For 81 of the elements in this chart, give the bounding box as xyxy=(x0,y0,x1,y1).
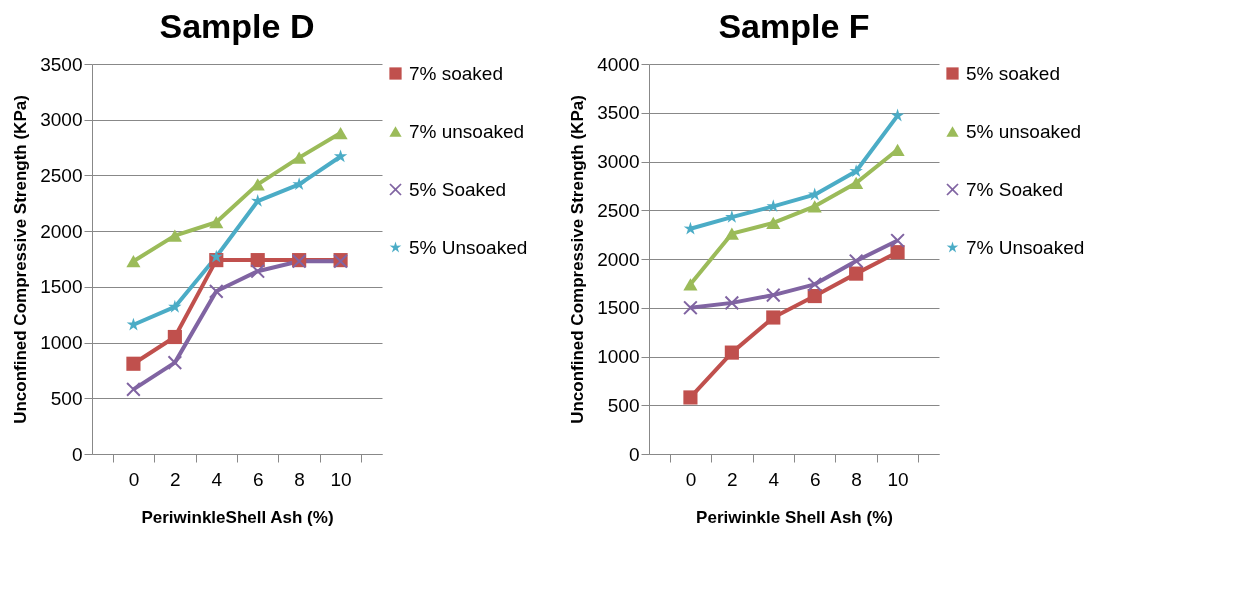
point xyxy=(683,300,698,315)
point xyxy=(890,233,905,248)
x-tick-label: 6 xyxy=(809,468,821,490)
legend-label: 5% Unsoaked xyxy=(409,236,528,258)
legend-label: 7% Unsoaked xyxy=(966,236,1085,258)
point xyxy=(209,216,224,229)
point xyxy=(849,176,864,190)
point xyxy=(890,108,905,122)
x-tick-label: 0 xyxy=(128,468,140,490)
y-tick-label: 500 xyxy=(607,394,640,416)
x-tick-label: 4 xyxy=(768,468,780,490)
point xyxy=(849,266,864,281)
point xyxy=(250,264,265,279)
point xyxy=(766,288,781,303)
y-tick-label: 500 xyxy=(50,387,83,409)
point xyxy=(724,227,739,240)
x-tick-label: 6 xyxy=(252,468,264,490)
point xyxy=(126,356,141,371)
point xyxy=(683,390,698,405)
x-tick-label: 2 xyxy=(170,468,181,490)
y-tick-label: 2000 xyxy=(597,248,640,270)
x-tick-label: 0 xyxy=(685,468,697,490)
point xyxy=(168,299,182,313)
point xyxy=(724,345,739,360)
point xyxy=(292,177,306,191)
point xyxy=(333,149,348,163)
y-tick-label: 3000 xyxy=(40,109,83,131)
point xyxy=(209,249,223,263)
point xyxy=(890,245,905,260)
x-tick-label: 2 xyxy=(727,468,738,490)
y-tick-label: 2000 xyxy=(40,220,83,242)
point xyxy=(167,229,182,242)
y-tick-label: 1000 xyxy=(597,346,640,367)
point xyxy=(808,187,822,201)
point xyxy=(766,310,781,325)
y-tick-label: 0 xyxy=(71,443,83,465)
y-tick-label: 1500 xyxy=(40,276,83,298)
y-tick-label: 3500 xyxy=(40,53,83,75)
legend-label: 5% unsoaked xyxy=(966,120,1082,142)
point xyxy=(807,200,822,213)
point xyxy=(849,253,864,269)
point xyxy=(683,278,698,291)
x-tick-label: 10 xyxy=(887,468,909,490)
point xyxy=(849,164,863,177)
x-tick-label: 4 xyxy=(211,468,223,490)
point xyxy=(292,151,307,164)
point xyxy=(333,126,348,140)
chart-title: Sample D xyxy=(159,7,315,45)
point xyxy=(766,199,780,213)
x-tick-label: 10 xyxy=(330,468,352,490)
point xyxy=(766,216,781,230)
x-axis-title: PeriwinkleShell Ash (%) xyxy=(141,507,334,527)
point xyxy=(126,255,141,268)
point xyxy=(167,355,182,370)
point xyxy=(209,284,224,299)
x-tick-label: 8 xyxy=(294,468,305,490)
y-axis-title: Unconfined Compressive Strength (KPa) xyxy=(568,95,588,424)
legend-label: 7% soaked xyxy=(409,62,504,84)
y-tick-label: 2500 xyxy=(597,199,640,221)
point xyxy=(807,277,822,292)
y-axis-title: Unconfined Compressive Strength (KPa) xyxy=(11,95,31,424)
legend-label: 7% Soaked xyxy=(966,178,1064,200)
legend-label: 5% Soaked xyxy=(409,178,507,200)
point xyxy=(250,178,265,191)
y-tick-label: 4000 xyxy=(597,53,640,75)
point xyxy=(724,295,739,310)
chart-title: Sample F xyxy=(718,7,870,45)
point xyxy=(167,329,182,345)
y-tick-label: 0 xyxy=(628,443,640,465)
y-tick-label: 1500 xyxy=(597,297,640,319)
y-tick-label: 2500 xyxy=(40,164,83,186)
point xyxy=(250,253,265,268)
legend-label: 5% soaked xyxy=(966,62,1061,84)
x-axis-title: Periwinkle Shell Ash (%) xyxy=(696,507,893,527)
y-tick-label: 3500 xyxy=(597,102,640,124)
y-tick-label: 3000 xyxy=(597,151,640,172)
y-tick-label: 1000 xyxy=(40,332,83,354)
x-tick-label: 8 xyxy=(851,468,862,490)
legend-label: 7% unsoaked xyxy=(409,120,525,142)
point xyxy=(126,382,141,397)
point xyxy=(807,288,822,304)
